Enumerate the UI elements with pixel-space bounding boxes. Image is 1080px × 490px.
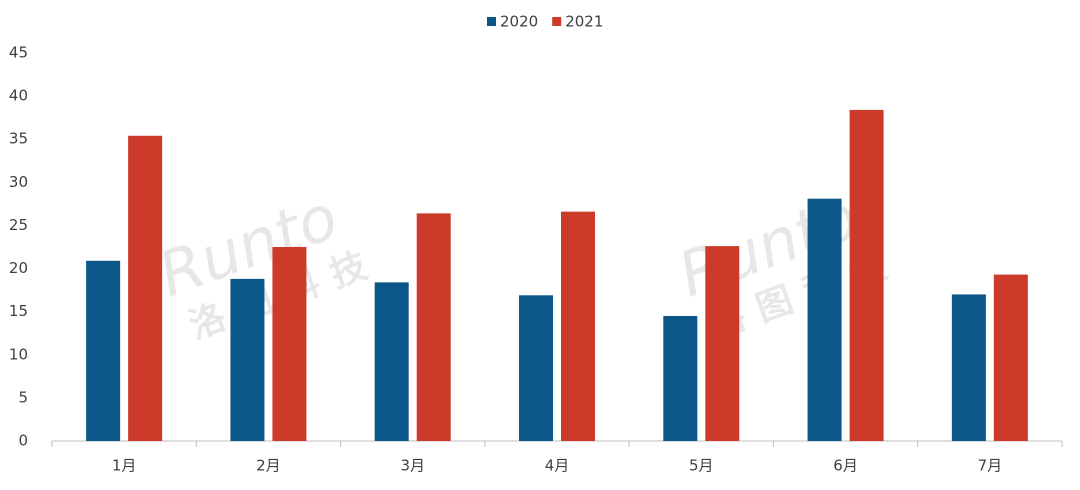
x-tick-label: 7月 — [978, 457, 1003, 475]
legend-swatch — [552, 17, 562, 26]
y-tick-label: 35 — [9, 130, 28, 148]
y-tick-label: 20 — [9, 259, 28, 277]
y-tick-label: 40 — [9, 87, 28, 105]
bar — [128, 135, 163, 442]
bar — [951, 294, 986, 441]
x-tick-label: 6月 — [833, 457, 858, 475]
bar — [272, 247, 307, 441]
bar — [807, 198, 842, 441]
legend-label: 2020 — [500, 13, 538, 31]
bar — [663, 315, 698, 441]
bar — [374, 282, 409, 441]
y-tick-label: 25 — [9, 216, 28, 234]
bar — [705, 246, 740, 441]
legend-swatch — [487, 17, 496, 26]
bar — [416, 213, 451, 441]
bar — [519, 295, 553, 441]
bar — [230, 278, 265, 441]
x-tick-label: 4月 — [545, 457, 570, 475]
x-tick-label: 3月 — [400, 457, 425, 475]
x-tick-label: 1月 — [112, 457, 137, 475]
y-tick-label: 5 — [18, 388, 28, 406]
y-tick-label: 10 — [9, 345, 28, 363]
bar — [849, 109, 884, 441]
bar — [993, 274, 1028, 441]
x-tick-label: 2月 — [256, 457, 281, 475]
y-tick-label: 45 — [9, 44, 28, 62]
y-tick-label: 0 — [18, 432, 28, 450]
y-tick-label: 15 — [9, 302, 28, 320]
legend-label: 2021 — [565, 13, 603, 31]
bar — [86, 260, 121, 441]
bar — [561, 211, 595, 441]
y-tick-label: 30 — [9, 173, 28, 191]
x-tick-label: 5月 — [689, 457, 714, 475]
